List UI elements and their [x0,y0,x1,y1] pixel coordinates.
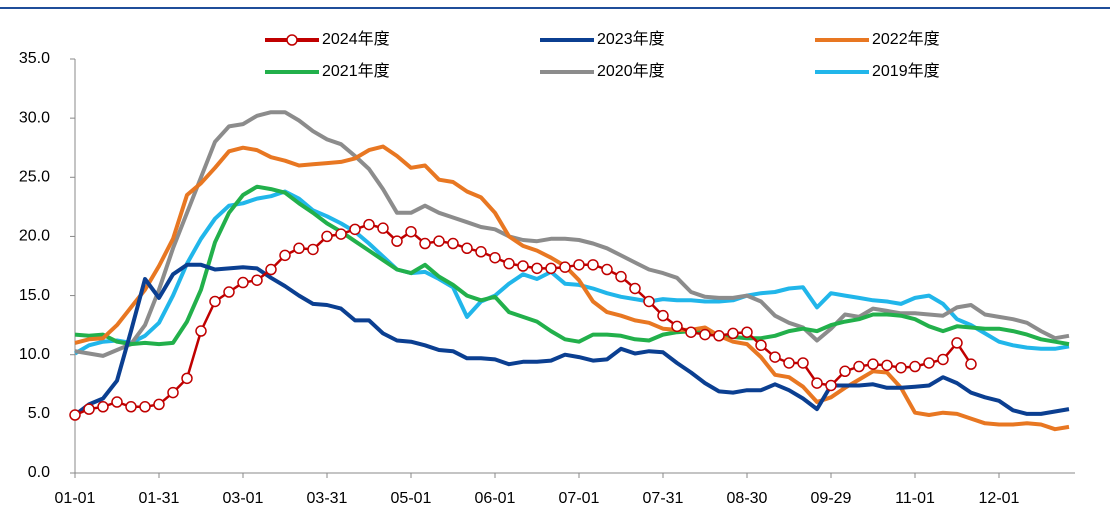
series-marker [139,401,151,413]
series-marker [825,379,837,392]
series-marker [965,358,977,370]
series-marker [405,225,417,238]
series-marker [769,351,781,363]
x-tick-label: 07-31 [643,490,684,507]
series-marker [237,276,249,289]
series-marker [349,223,361,236]
series-marker [783,357,795,369]
series-line [74,144,1070,432]
series-line [73,262,1070,417]
series-marker [167,386,179,399]
series-marker [447,237,459,250]
x-tick-label: 03-01 [223,490,264,507]
series-marker [629,282,641,295]
y-tick-label: 15.0 [19,287,50,304]
series-marker [489,251,501,264]
series-marker [923,357,935,369]
legend-label: 2024年度 [322,30,390,48]
series-marker [153,398,165,411]
series-marker [867,358,879,370]
series-marker [853,360,865,373]
series-marker [307,243,319,256]
series-marker [69,409,81,421]
series-marker [517,260,529,272]
series-marker [895,361,907,374]
series-marker [699,328,711,341]
series-marker [545,262,557,275]
series-marker [615,270,627,283]
series-line [73,189,1070,356]
series-marker [755,339,767,352]
series-marker [797,357,809,369]
series-marker [503,257,515,270]
series-marker [251,274,263,286]
series-marker [111,396,123,408]
series-marker [97,401,109,413]
series-marker [209,295,221,308]
y-tick-label: 30.0 [19,109,50,126]
series-marker [951,337,963,349]
x-tick-label: 03-31 [307,490,348,507]
series-marker [475,246,487,258]
series-marker [195,325,207,337]
series-marker [223,286,235,298]
x-tick-label: 09-29 [811,490,852,507]
series-marker [363,218,375,231]
series-line [74,184,1070,347]
legend-label: 2023年度 [597,30,665,48]
series-marker [433,235,445,247]
y-tick-label: 5.0 [28,405,50,422]
series-line [74,110,1070,358]
y-tick-label: 25.0 [19,169,50,186]
series-marker [909,360,921,373]
series-marker [391,235,403,247]
legend-label: 2022年度 [872,30,940,48]
series-marker [839,365,851,378]
x-tick-label: 08-30 [727,490,768,507]
series-marker [125,401,137,413]
series-marker [881,359,893,372]
series-marker [419,237,431,250]
legend-label: 2021年度 [322,62,390,80]
series-marker [587,259,599,271]
x-tick-label: 07-01 [559,490,600,507]
series-marker [321,230,333,243]
legend-label: 2020年度 [597,62,665,80]
series-marker [335,228,347,240]
series-marker [601,263,613,276]
series-marker [657,309,669,322]
series-marker [531,262,543,275]
series-marker [937,353,949,366]
series-marker [83,403,95,415]
y-tick-label: 10.0 [19,346,50,363]
x-tick-label: 11-01 [895,490,935,507]
legend-label: 2019年度 [872,62,940,80]
series-marker [461,242,473,255]
x-tick-label: 05-01 [391,490,432,507]
legend-marker [286,34,298,46]
series-marker [643,295,655,308]
x-tick-label: 12-01 [979,490,1020,507]
x-tick-label: 01-01 [55,490,96,507]
series-marker [727,327,739,340]
series-marker [573,259,585,271]
x-tick-label: 01-31 [139,490,180,507]
y-tick-label: 20.0 [19,228,50,245]
series-marker [811,377,823,389]
y-tick-label: 35.0 [19,50,50,67]
series-marker [741,326,753,338]
series-marker [713,330,725,342]
y-tick-label: 0.0 [28,464,50,481]
series-marker [377,222,389,234]
series-marker [279,249,291,262]
x-tick-label: 06-01 [475,490,516,507]
series-marker [559,261,571,273]
series-marker [685,326,697,338]
series-marker [265,263,277,276]
series-marker [671,320,683,333]
series-marker [293,242,305,255]
series-marker [181,372,193,385]
